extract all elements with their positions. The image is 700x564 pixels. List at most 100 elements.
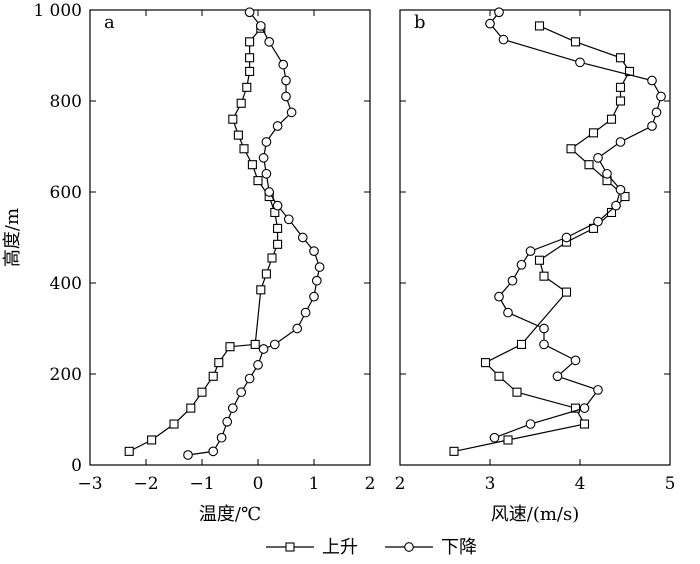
data-point — [281, 91, 291, 102]
data-point — [250, 339, 260, 349]
data-point — [566, 144, 576, 154]
data-point — [534, 255, 545, 265]
y-tick-label: 600 — [50, 183, 82, 203]
data-point — [503, 435, 513, 445]
data-point — [602, 168, 612, 179]
data-point — [311, 275, 322, 286]
x-tick-label: −3 — [77, 474, 102, 494]
data-point — [507, 275, 518, 286]
legend-label: 下降 — [441, 537, 477, 558]
data-point — [278, 59, 289, 70]
data-point — [516, 339, 527, 349]
data-point — [494, 291, 504, 302]
x-tick-label: −2 — [133, 474, 158, 494]
legend-marker — [285, 542, 295, 552]
data-point — [258, 344, 269, 354]
data-point — [214, 358, 224, 368]
series-circle — [485, 7, 666, 443]
data-point — [236, 98, 246, 108]
y-axis-label: 高度/m — [2, 208, 23, 267]
data-point — [489, 432, 500, 443]
data-point — [647, 121, 657, 131]
data-point — [615, 184, 626, 195]
data-point — [516, 259, 527, 270]
y-tick-label: 200 — [50, 365, 82, 385]
panel-b: 2 3 4 5 b 风速/(m/s) — [395, 7, 676, 525]
data-point — [269, 339, 280, 350]
data-point — [147, 435, 157, 445]
data-point — [236, 387, 247, 398]
data-point — [258, 153, 269, 163]
data-point — [244, 373, 255, 384]
data-point — [253, 176, 263, 186]
data-point — [244, 7, 255, 18]
data-point — [494, 7, 504, 18]
x-tick-label: 5 — [665, 474, 676, 494]
data-point — [561, 232, 572, 243]
x-tick-label: 2 — [365, 474, 376, 494]
data-point — [267, 253, 277, 263]
panels-layer: −3 −2 −1 0 1 2 0 200 400 600 800 1 000 a 温度/℃ 高度/m 2 3 4 5… — [2, 1, 675, 525]
data-point — [494, 371, 504, 381]
data-point — [272, 200, 283, 211]
series-square — [124, 23, 283, 456]
data-point — [286, 107, 297, 118]
x-tick-label: 1 — [309, 474, 320, 494]
data-point — [292, 323, 303, 334]
legend-marker — [404, 542, 414, 552]
data-point — [498, 34, 509, 45]
series-line — [489, 11, 662, 439]
series-circle — [183, 7, 325, 460]
data-point — [570, 403, 581, 413]
data-point — [512, 387, 522, 397]
x-axis-label: 温度/℃ — [199, 504, 261, 525]
y-tick-label: 400 — [50, 274, 82, 294]
data-point — [208, 446, 219, 457]
data-point — [273, 239, 283, 249]
data-point — [615, 82, 626, 92]
x-tick-label: 3 — [485, 474, 496, 494]
data-point — [552, 371, 563, 382]
data-point — [281, 75, 291, 86]
x-tick-label: −1 — [189, 474, 214, 494]
legend-item: 上升 — [266, 537, 358, 558]
data-point — [242, 82, 252, 92]
data-point — [579, 419, 590, 429]
data-point — [245, 66, 255, 76]
data-point — [579, 403, 590, 413]
y-tick-label: 1 000 — [33, 1, 82, 21]
data-point — [233, 130, 243, 140]
data-point — [651, 107, 662, 118]
data-point — [208, 371, 218, 381]
panel-label: b — [414, 12, 426, 33]
data-point — [245, 53, 255, 63]
data-point — [539, 323, 549, 334]
data-point — [247, 160, 257, 170]
data-point — [584, 160, 594, 170]
data-point — [273, 223, 283, 233]
data-point — [169, 419, 179, 429]
y-tick-label: 0 — [71, 456, 82, 476]
x-tick-label: 4 — [575, 474, 586, 494]
data-point — [272, 121, 283, 131]
data-point — [197, 387, 207, 397]
data-point — [620, 192, 630, 202]
data-point — [227, 403, 238, 413]
data-point — [593, 216, 603, 227]
legend-item: 下降 — [385, 537, 477, 558]
series-line — [453, 25, 631, 452]
series-square — [449, 21, 635, 456]
data-point — [561, 287, 572, 297]
data-point — [264, 36, 275, 47]
data-point — [525, 419, 536, 429]
y-tick-label: 800 — [50, 92, 82, 112]
data-point — [570, 37, 581, 47]
data-point — [283, 214, 294, 225]
plot-frame — [89, 9, 371, 466]
data-point — [480, 358, 491, 368]
data-point — [222, 416, 233, 427]
data-point — [239, 144, 249, 154]
plot-frame — [399, 9, 671, 466]
data-point — [593, 385, 603, 395]
data-point — [245, 37, 255, 47]
